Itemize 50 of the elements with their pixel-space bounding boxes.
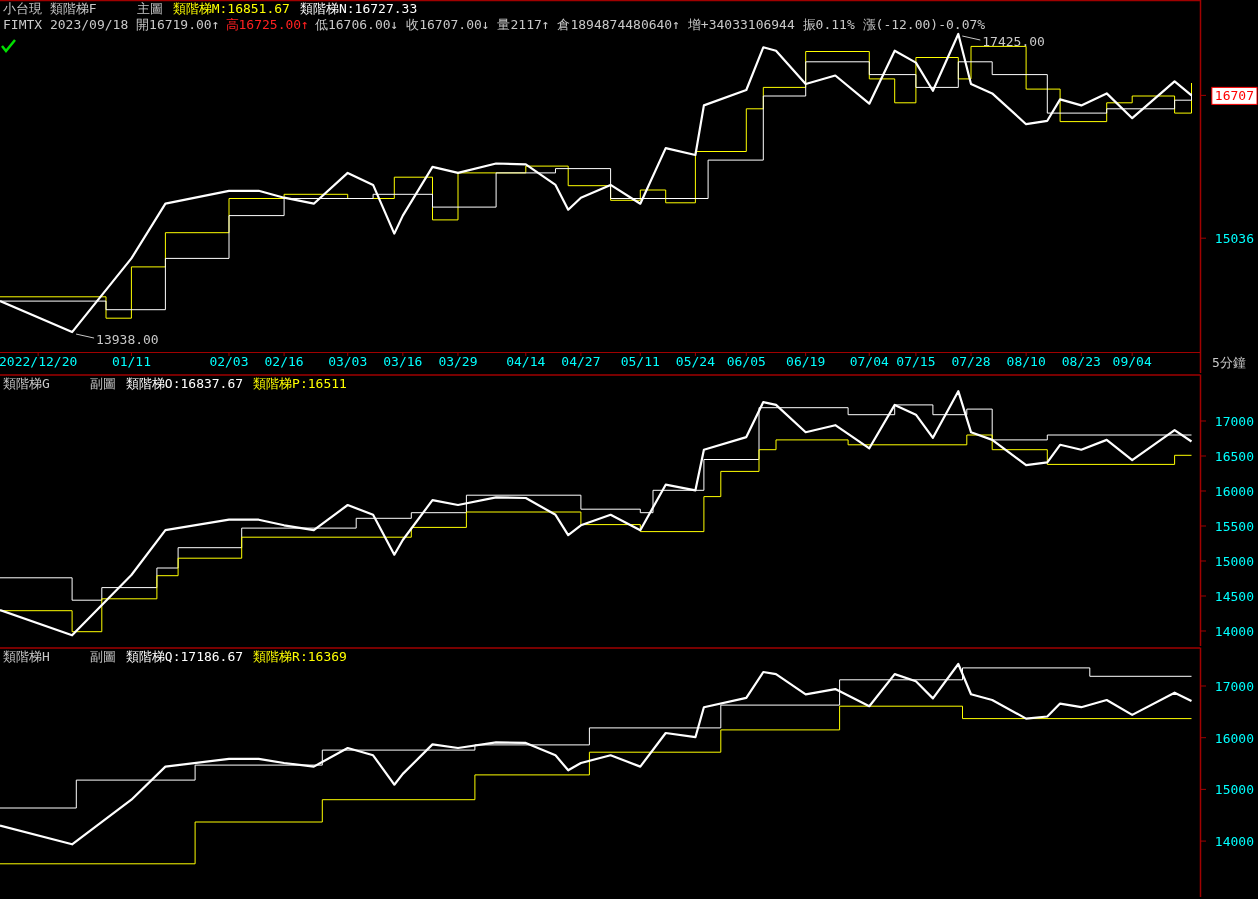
title: 小台現 類階梯F [3, 1, 97, 16]
xtick: 03/03 [328, 354, 368, 369]
xtick: 07/15 [896, 354, 936, 369]
ytick: 14000 [1214, 834, 1254, 850]
subtitle: 副圖 [89, 648, 116, 664]
annotation: 17425.00 [982, 34, 1045, 49]
series-name: 類階梯Q:17186.67 [125, 648, 244, 664]
ytick: 15000 [1214, 782, 1254, 798]
xtick: 08/10 [1006, 354, 1046, 369]
ytick: 15500 [1214, 519, 1254, 534]
xtick: 06/05 [726, 354, 766, 369]
ytick: 14500 [1214, 589, 1254, 604]
xtick: 07/28 [951, 354, 991, 369]
ytick: 17000 [1214, 679, 1254, 694]
ytick: 17000 [1214, 414, 1254, 429]
xtick: 08/23 [1061, 354, 1101, 369]
ytick: 16000 [1214, 484, 1254, 499]
series-name: 類階梯R:16369 [253, 648, 347, 664]
annotation: 低16706.00↓ 收16707.00↓ 量2117↑ 倉1894874480640↑ 增+34033106944 振0.11% 漲(-12.00)-0.07% [314, 17, 986, 32]
series-name: 類階梯N:16727.33 [299, 1, 418, 16]
annotation: 13938.00 [96, 332, 159, 348]
ytick: 15036 [1214, 231, 1254, 247]
title: 類階梯G [3, 375, 50, 391]
subtitle: 主圖 [136, 1, 163, 16]
ytick: 16500 [1214, 449, 1254, 464]
series-name: 類階梯M:16851.67 [172, 1, 290, 16]
xtick: 02/03 [209, 354, 249, 369]
series-name: 類階梯P:16511 [253, 375, 347, 391]
ytick: 14000 [1214, 624, 1254, 639]
xtick: 07/04 [849, 354, 889, 369]
xlabel: 5分鐘 [1212, 355, 1246, 370]
title: 類階梯H [3, 648, 50, 664]
series-name: 類階梯O:16837.67 [125, 375, 244, 391]
ytick: 16000 [1214, 730, 1254, 746]
subtitle: 副圖 [89, 375, 116, 391]
xtick: 04/27 [561, 354, 601, 369]
ytick: 16707 [1214, 88, 1254, 104]
ytick: 15000 [1214, 554, 1254, 569]
xtick: 2022/12/20 [0, 354, 78, 369]
xtick: 03/29 [438, 354, 478, 369]
annotation: FIMTX 2023/09/18 開16719.00↑ [3, 17, 220, 32]
xtick: 02/16 [264, 354, 304, 369]
xtick: 01/11 [111, 354, 151, 369]
xtick: 04/14 [506, 354, 546, 369]
xtick: 09/04 [1112, 354, 1152, 369]
xtick: 05/11 [620, 354, 660, 369]
annotation: 高16725.00↑ [225, 17, 309, 32]
xtick: 06/19 [786, 354, 826, 369]
xtick: 03/16 [383, 354, 423, 369]
xtick: 05/24 [675, 354, 715, 369]
